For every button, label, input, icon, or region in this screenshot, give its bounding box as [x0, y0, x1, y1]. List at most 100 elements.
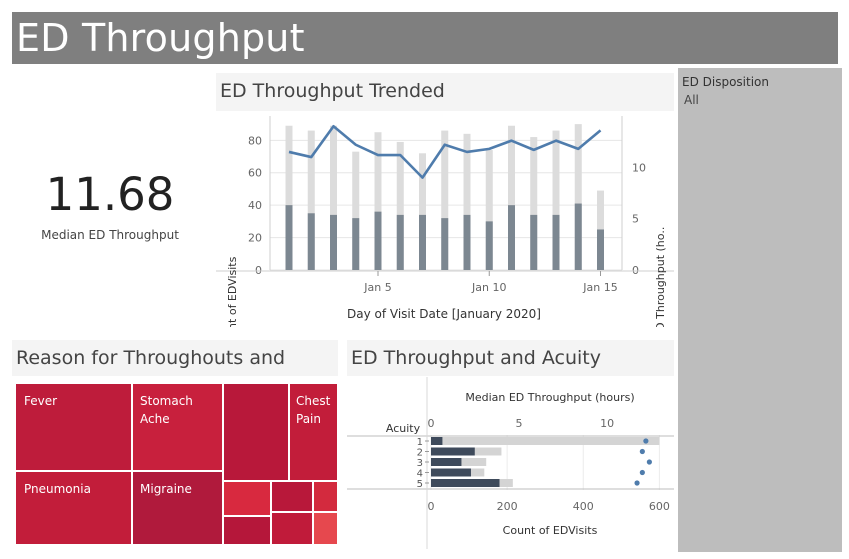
- trend-bar-segment: [441, 218, 449, 270]
- treemap-tile-other-3[interactable]: [272, 482, 312, 511]
- trend-bar-segment: [597, 229, 604, 270]
- trend-bar-total: [396, 141, 404, 270]
- trend-left-axis-title: Count of EDVisits: [226, 256, 239, 327]
- trend-bar-total: [530, 137, 538, 270]
- tile-label-stomach-ache: Stomach Ache: [140, 394, 193, 426]
- treemap-tile-chest-pain[interactable]: Chest Pain: [290, 384, 337, 480]
- filter-dropdown-value[interactable]: All: [684, 93, 699, 107]
- treemap: Fever Stomach Ache Chest Pain Pneumonia …: [16, 384, 337, 544]
- kpi-value: 11.68: [45, 168, 175, 221]
- trend-bar-total: [441, 130, 449, 270]
- acuity-bar-segment: [431, 458, 462, 466]
- acuity-row-label: 1: [417, 437, 423, 448]
- trend-date-tick-label: Jan 15: [582, 281, 617, 294]
- trend-bar-segment: [352, 218, 360, 270]
- trend-date-tick-label: Jan 5: [363, 281, 391, 294]
- acuity-title: ED Throughput and Acuity: [351, 347, 601, 369]
- acuity-bottom-tick-label: 400: [573, 500, 594, 513]
- tile-label-pneumonia: Pneumonia: [24, 482, 91, 496]
- trend-bar-total: [285, 125, 293, 270]
- acuity-bar-segment: [431, 437, 443, 445]
- acuity-throughput-point: [643, 438, 649, 444]
- dashboard-title-bar: ED Throughput: [12, 12, 838, 64]
- treemap-tile-fever[interactable]: Fever: [16, 384, 131, 470]
- treemap-tile-pneumonia[interactable]: Pneumonia: [16, 472, 131, 544]
- treemap-tile-migraine[interactable]: Migraine: [133, 472, 222, 544]
- trend-panel-header: ED Throughput Trended: [216, 73, 674, 111]
- acuity-bottom-tick-label: 200: [497, 500, 518, 513]
- trend-bar-total: [463, 133, 471, 270]
- acuity-bottom-tick-label: 0: [428, 500, 435, 513]
- dashboard-title: ED Throughput: [16, 16, 305, 60]
- acuity-row-label: 5: [417, 479, 423, 490]
- treemap-tile-stomach-ache[interactable]: Stomach Ache: [133, 384, 222, 470]
- trend-left-tick-label: 80: [248, 134, 262, 147]
- trend-bar-segment: [552, 214, 560, 270]
- acuity-throughput-point: [646, 459, 652, 465]
- trend-bar-segment: [396, 214, 404, 270]
- trend-bar-total: [330, 125, 337, 270]
- acuity-row-header: Acuity: [386, 422, 421, 435]
- trend-bar-segment: [508, 205, 515, 270]
- acuity-throughput-point: [639, 469, 645, 476]
- trend-bar-segment: [419, 214, 426, 270]
- trend-bar-segment: [307, 213, 315, 270]
- tile-label-migraine: Migraine: [140, 482, 192, 496]
- acuity-bottom-tick-label: 600: [649, 500, 670, 513]
- filter-title: ED Disposition: [682, 75, 769, 89]
- tile-label-chest-pain: Chest Pain: [296, 394, 331, 426]
- trend-date-tick-label: Jan 10: [471, 281, 506, 294]
- acuity-bar-segment: [431, 447, 475, 456]
- trend-bar-segment: [485, 221, 493, 270]
- trend-throughput-line: [288, 124, 602, 179]
- trend-bar-segment: [374, 211, 382, 270]
- trend-right-tick-label: 10: [632, 161, 646, 174]
- acuity-top-tick-label: 10: [600, 417, 614, 430]
- acuity-bottom-axis-title: Count of EDVisits: [503, 524, 598, 537]
- acuity-chart[interactable]: Median ED Throughput (hours) Acuity Coun…: [347, 377, 674, 549]
- tile-label-fever: Fever: [24, 394, 58, 408]
- trend-left-tick-label: 60: [248, 167, 262, 180]
- acuity-top-tick-label: 5: [516, 417, 523, 430]
- trend-bar-segment: [330, 214, 337, 270]
- treemap-tile-other-1[interactable]: [224, 384, 288, 480]
- trend-bar-total: [307, 130, 315, 270]
- trend-bar-total: [352, 151, 360, 270]
- treemap-tile-other-7[interactable]: [314, 513, 337, 544]
- trend-bar-total: [574, 124, 582, 271]
- trend-left-tick-label: 40: [248, 199, 262, 212]
- trend-x-axis-title: Day of Visit Date [January 2020]: [347, 307, 541, 321]
- trend-right-axis-title: Median ED Throughput (ho..: [654, 227, 667, 327]
- treemap-tile-other-6[interactable]: [272, 513, 312, 544]
- acuity-throughput-point: [634, 480, 640, 486]
- trend-right-tick-label: 5: [632, 213, 639, 226]
- trend-bar-segment: [285, 205, 293, 270]
- acuity-bar-segment: [431, 468, 471, 477]
- trend-bar-segment: [574, 203, 582, 270]
- trend-left-tick-label: 20: [248, 232, 262, 245]
- treemap-tile-other-4[interactable]: [314, 482, 337, 511]
- kpi-label: Median ED Throughput: [41, 228, 179, 242]
- filter-panel: [678, 68, 842, 552]
- trend-bar-total: [552, 130, 560, 270]
- trend-bar-total: [419, 153, 426, 270]
- acuity-panel-header: ED Throughput and Acuity: [347, 340, 674, 376]
- trend-title: ED Throughput Trended: [220, 80, 445, 102]
- trend-bar-total: [374, 132, 382, 270]
- acuity-throughput-point: [639, 448, 645, 455]
- trend-bar-segment: [530, 214, 538, 270]
- acuity-bar-segment: [431, 479, 500, 487]
- treemap-tile-other-5[interactable]: [224, 517, 270, 544]
- trend-bar-total: [485, 150, 493, 270]
- acuity-top-axis-title: Median ED Throughput (hours): [465, 391, 634, 404]
- acuity-row-label: 3: [417, 458, 423, 469]
- acuity-bar-total: [431, 437, 660, 445]
- treemap-panel-header: Reason for Throughouts and Visits: [12, 340, 338, 405]
- acuity-row-label: 2: [417, 448, 423, 459]
- trend-bar-total: [508, 125, 515, 270]
- treemap-tile-other-2[interactable]: [224, 482, 270, 515]
- acuity-row-label: 4: [417, 469, 423, 480]
- trend-bar-segment: [463, 214, 471, 270]
- acuity-top-tick-label: 0: [428, 417, 435, 430]
